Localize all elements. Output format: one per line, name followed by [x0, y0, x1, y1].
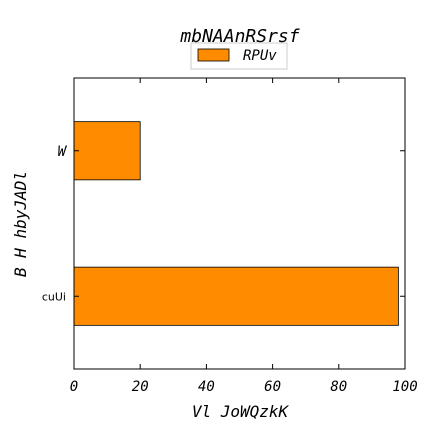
bar	[74, 267, 398, 325]
x-tick-label: 20	[132, 379, 149, 395]
x-tick-label: 0	[70, 379, 78, 395]
y-axis-label: B H hbyJADl	[11, 171, 30, 277]
x-tick-label: 40	[198, 379, 215, 395]
y-tick-label: W	[58, 144, 68, 160]
plot-area: 0 20 40 60 80 100 cuUi W	[42, 78, 418, 395]
bar	[74, 122, 140, 180]
x-tick-label: 80	[330, 379, 347, 395]
x-axis-label: Vl JoWQzkK	[192, 402, 290, 421]
legend-swatch	[198, 49, 229, 61]
x-tick-label: 60	[264, 379, 281, 395]
x-tick-label: 100	[392, 379, 417, 395]
legend-label: RPUv	[243, 48, 277, 64]
legend: RPUv	[191, 43, 287, 69]
y-tick-label: cuUi	[42, 290, 66, 303]
